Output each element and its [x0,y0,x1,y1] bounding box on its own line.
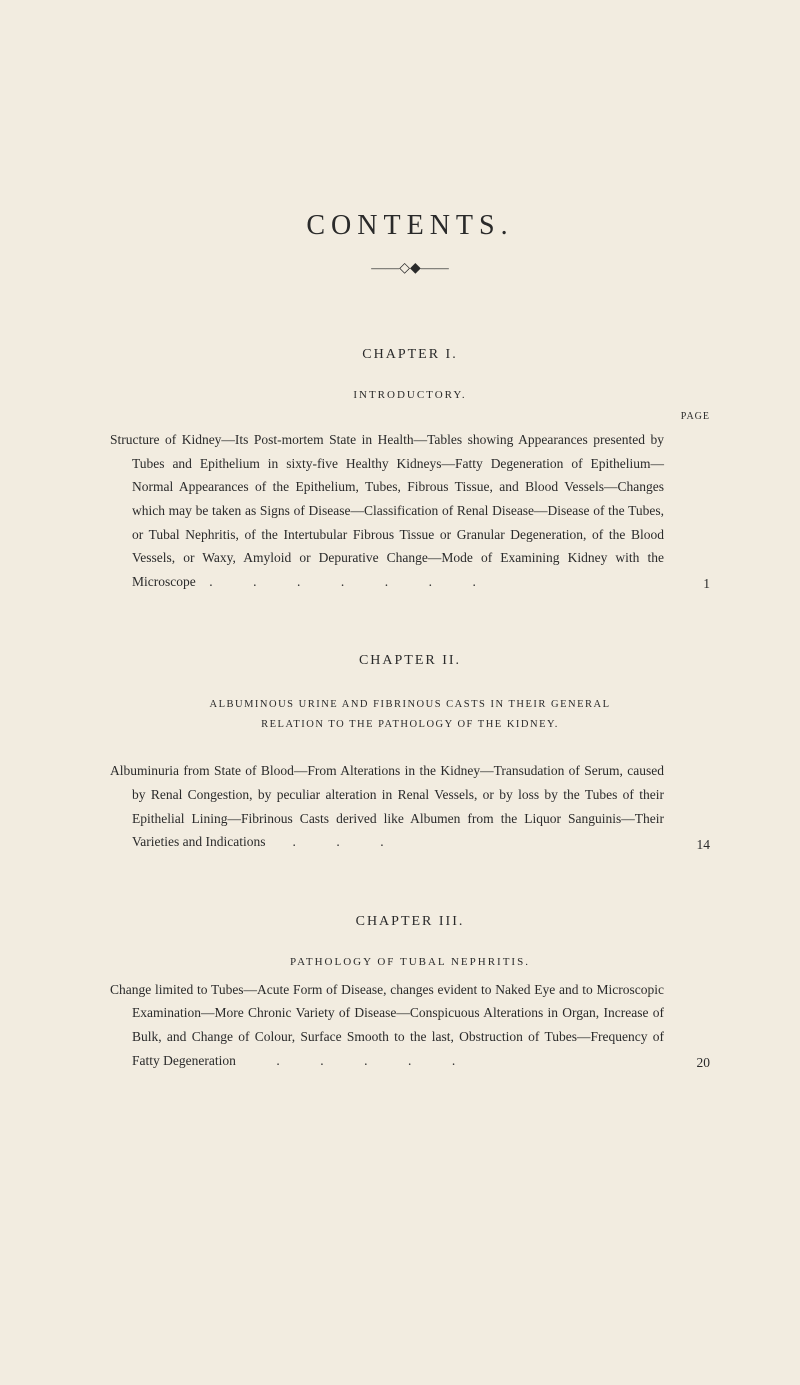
chapter-2-entry: Albuminuria from State of Blood—From Alt… [110,759,710,854]
chapter-3-entry: Change limited to Tubes—Acute Form of Di… [110,978,710,1073]
chapter-3-entry-text: Change limited to Tubes—Acute Form of Di… [110,978,664,1073]
ornament-divider: ——◇◆—— [110,260,710,277]
chapter-3-block: CHAPTER III. PATHOLOGY OF TUBAL NEPHRITI… [110,914,710,1073]
chapter-1-entry: Structure of Kidney—Its Post-mortem Stat… [110,428,710,593]
chapter-3-entry-page: 20 [664,1055,710,1072]
chapter-2-entry-page: 14 [664,837,710,854]
page-column-label: PAGE [110,411,710,422]
chapter-2-entry-text-span: Albuminuria from State of Blood—From Alt… [110,759,664,854]
chapter-1-heading: CHAPTER I. [110,347,710,363]
chapter-3-subheading: PATHOLOGY OF TUBAL NEPHRITIS. [110,956,710,968]
chapter-1-entry-page: 1 [664,576,710,593]
chapter-2-block: CHAPTER II. ALBUMINOUS URINE AND FIBRINO… [110,653,710,853]
chapter-1-entry-text: Structure of Kidney—Its Post-mortem Stat… [110,428,664,593]
chapter-2-entry-text: Albuminuria from State of Blood—From Alt… [110,759,664,854]
chapter-1-subheading: INTRODUCTORY. [110,389,710,401]
chapter-3-heading: CHAPTER III. [110,914,710,930]
chapter-2-subheading: ALBUMINOUS URINE AND FIBRINOUS CASTS IN … [110,695,710,735]
chapter-1-entry-text-span: Structure of Kidney—Its Post-mortem Stat… [110,428,664,593]
contents-title: CONTENTS. [110,210,710,242]
chapter-2-heading: CHAPTER II. [110,653,710,669]
chapter-3-entry-text-span: Change limited to Tubes—Acute Form of Di… [110,978,664,1073]
chapter-1-block: CHAPTER I. INTRODUCTORY. PAGE Structure … [110,347,710,593]
